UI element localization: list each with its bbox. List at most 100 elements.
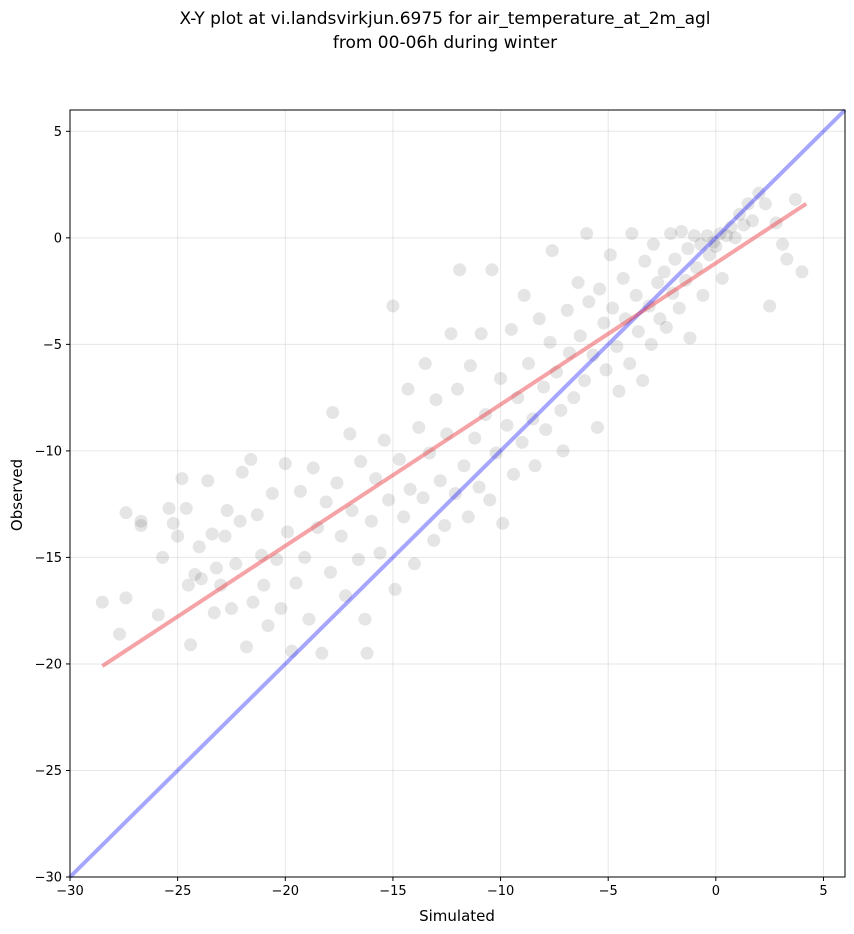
data-point xyxy=(539,423,553,437)
data-point xyxy=(623,357,637,371)
data-point xyxy=(646,237,660,251)
data-point xyxy=(582,295,596,309)
data-point xyxy=(556,444,570,458)
data-point xyxy=(134,518,148,532)
data-point xyxy=(571,276,585,290)
data-point xyxy=(188,567,202,581)
x-tick-label: −5 xyxy=(599,884,618,899)
data-point xyxy=(175,472,189,486)
data-point xyxy=(298,550,312,564)
data-point xyxy=(528,459,542,473)
data-point xyxy=(156,550,170,564)
data-point xyxy=(702,248,716,262)
chart-subtitle: from 00-06h during winter xyxy=(333,33,557,53)
data-point xyxy=(261,619,275,633)
data-point xyxy=(438,518,452,532)
data-point xyxy=(330,476,344,490)
reference-lines xyxy=(68,108,847,879)
data-point xyxy=(733,207,747,221)
data-point xyxy=(728,231,742,245)
data-point xyxy=(457,459,471,473)
data-point xyxy=(666,286,680,300)
data-point xyxy=(343,427,357,441)
data-point xyxy=(758,197,772,211)
data-point xyxy=(707,235,721,249)
data-point xyxy=(651,276,665,290)
data-point xyxy=(179,501,193,515)
data-point xyxy=(386,299,400,313)
data-point xyxy=(489,446,503,460)
data-point xyxy=(364,514,378,528)
data-point xyxy=(532,312,546,326)
y-tick-label: −15 xyxy=(35,551,62,566)
data-point xyxy=(644,337,658,351)
data-point xyxy=(616,271,630,285)
data-point xyxy=(218,529,232,543)
y-tick-label: 5 xyxy=(54,125,62,140)
data-point xyxy=(496,516,510,530)
data-point xyxy=(382,493,396,507)
data-point xyxy=(642,299,656,313)
data-point xyxy=(631,325,645,339)
data-point xyxy=(657,265,671,279)
data-point xyxy=(763,299,777,313)
data-point xyxy=(788,192,802,206)
data-point xyxy=(453,263,467,277)
data-point xyxy=(257,578,271,592)
data-point xyxy=(694,237,708,251)
data-point xyxy=(440,427,454,441)
data-point xyxy=(171,529,185,543)
data-point xyxy=(246,595,260,609)
data-point xyxy=(192,540,206,554)
data-point xyxy=(709,239,723,253)
data-point xyxy=(151,608,165,622)
data-point xyxy=(599,363,613,377)
grid-lines xyxy=(69,110,845,878)
data-point xyxy=(474,327,488,341)
data-point xyxy=(233,514,247,528)
data-point xyxy=(369,472,383,486)
data-point xyxy=(618,312,632,326)
data-point xyxy=(392,452,406,466)
data-point xyxy=(567,391,581,405)
data-point xyxy=(194,572,208,586)
fit-line xyxy=(101,202,808,668)
data-point xyxy=(537,380,551,394)
data-point xyxy=(323,565,337,579)
data-point xyxy=(612,384,626,398)
data-point xyxy=(412,420,426,434)
data-point xyxy=(461,510,475,524)
data-point xyxy=(610,339,624,353)
data-point xyxy=(562,346,576,360)
x-tick-label: −20 xyxy=(272,884,299,899)
data-point xyxy=(715,271,729,285)
data-point xyxy=(274,602,288,616)
data-point xyxy=(235,465,249,479)
data-point xyxy=(679,273,693,287)
data-point xyxy=(795,265,809,279)
data-point xyxy=(302,612,316,626)
data-point xyxy=(745,214,759,228)
data-point xyxy=(345,504,359,518)
data-point xyxy=(451,382,464,396)
data-point xyxy=(573,329,587,343)
data-point xyxy=(119,591,133,605)
data-point xyxy=(483,493,497,507)
data-point xyxy=(668,252,682,266)
data-point xyxy=(472,480,486,494)
y-tick-label: −30 xyxy=(35,871,62,886)
data-point xyxy=(166,516,180,530)
data-points xyxy=(95,186,809,660)
data-point xyxy=(270,553,284,567)
data-point xyxy=(113,627,127,641)
data-point xyxy=(506,467,520,481)
data-point xyxy=(95,595,109,609)
data-point xyxy=(229,557,243,571)
data-point xyxy=(134,514,148,528)
data-point xyxy=(590,420,604,434)
data-point xyxy=(265,487,279,500)
x-axis-label: Simulated xyxy=(419,907,495,925)
data-point xyxy=(689,261,703,275)
x-tick-label: −30 xyxy=(56,884,83,899)
